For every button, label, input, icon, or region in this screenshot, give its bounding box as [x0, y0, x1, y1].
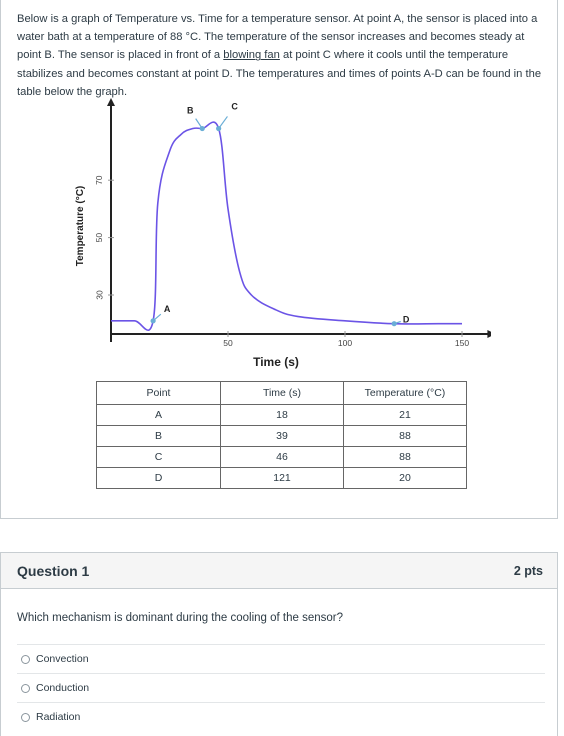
point-label-a: A: [164, 304, 171, 314]
intro-paragraph: Below is a graph of Temperature vs. Time…: [17, 10, 547, 101]
intro-text-1: Below is a graph of Temperature vs. Time…: [17, 13, 538, 62]
table-row: A 18 21: [96, 404, 467, 426]
table-header-row: Point Time (s) Temperature (°C): [96, 381, 467, 405]
y-axis-arrow: [107, 98, 115, 106]
x-axis-arrow: [487, 330, 491, 338]
question-text: Which mechanism is dominant during the c…: [17, 612, 344, 624]
radio-button[interactable]: [21, 712, 30, 722]
question-points: 2 pts: [513, 564, 543, 578]
question-context-card: Below is a graph of Temperature vs. Time…: [0, 0, 558, 519]
point-label-d: D: [403, 315, 410, 325]
question-header: Question 1 2 pts: [0, 552, 558, 589]
y-tick-label: 50: [94, 233, 104, 243]
table-cell: 88: [343, 446, 467, 468]
question-body: Which mechanism is dominant during the c…: [0, 588, 558, 736]
question-title: Question 1: [17, 563, 90, 579]
blowing-fan-text: blowing fan: [223, 49, 280, 62]
table-row: C 46 88: [96, 446, 467, 468]
table-row: B 39 88: [96, 425, 467, 447]
x-tick-label: 100: [338, 338, 352, 348]
table-header-time: Time (s): [220, 381, 344, 405]
temperature-time-chart: 50 100 150 30 50 70 Time (s) Temperature (°C) A B…: [75, 98, 491, 369]
series-line: [111, 121, 462, 331]
radio-button[interactable]: [21, 654, 30, 664]
table-cell: C: [96, 446, 221, 468]
table-cell: A: [96, 404, 221, 426]
answer-option-conduction[interactable]: Conduction: [17, 673, 545, 702]
answer-label: Radiation: [36, 711, 81, 723]
table-cell: B: [96, 425, 221, 447]
table-cell: 46: [220, 446, 344, 468]
point-marker-a: [150, 318, 156, 324]
point-marker-d: [391, 321, 397, 327]
table-header-temperature: Temperature (°C): [343, 381, 467, 405]
point-label-c: C: [231, 102, 238, 112]
y-tick-label: 70: [94, 175, 104, 185]
answer-label: Convection: [36, 653, 89, 665]
table-cell: D: [96, 467, 221, 489]
table-cell: 39: [220, 425, 344, 447]
table-header-point: Point: [96, 381, 221, 405]
x-tick-label: 50: [223, 338, 233, 348]
radio-button[interactable]: [21, 683, 30, 693]
points-table: Point Time (s) Temperature (°C) A 18 21 …: [96, 381, 467, 489]
intro-text-2: at point C where it cools until the temp…: [17, 49, 542, 98]
y-axis-label: Temperature (°C): [75, 186, 86, 267]
table-cell: 18: [220, 404, 344, 426]
point-marker-b: [199, 125, 205, 132]
answer-label: Conduction: [36, 682, 90, 694]
y-tick-label: 30: [94, 290, 104, 300]
table-cell: 121: [220, 467, 344, 489]
point-label-b: B: [187, 106, 194, 116]
table-cell: 20: [343, 467, 467, 489]
table-cell: 21: [343, 404, 467, 426]
x-tick-label: 150: [455, 338, 469, 348]
answer-option-convection[interactable]: Convection: [17, 644, 545, 673]
x-axis-label: Time (s): [253, 355, 299, 369]
answer-option-radiation[interactable]: Radiation: [17, 702, 545, 731]
table-cell: 88: [343, 425, 467, 447]
point-marker-c: [216, 125, 222, 132]
table-row: D 121 20: [96, 467, 467, 489]
